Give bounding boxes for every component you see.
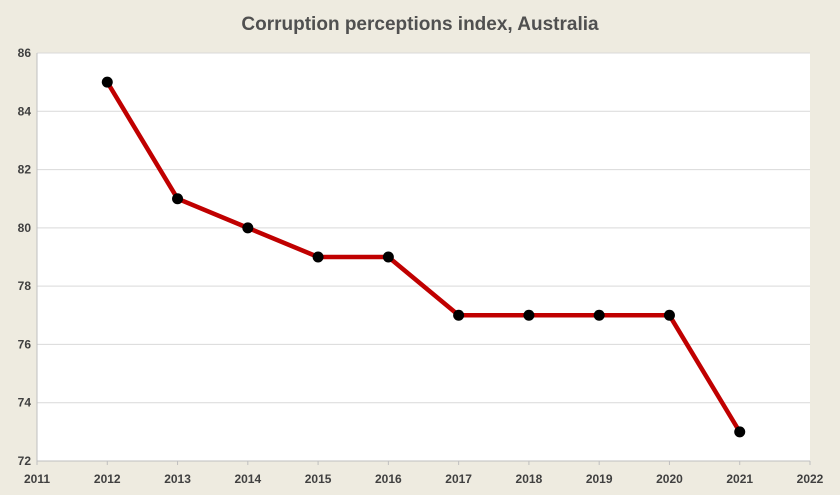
x-tick-label-2015: 2015 (305, 472, 332, 486)
axes (36, 53, 811, 465)
data-point-2016 (382, 251, 394, 263)
y-tick-label-82: 82 (18, 163, 32, 177)
y-tick-label-74: 74 (18, 396, 32, 410)
x-tick-label-2021: 2021 (726, 472, 753, 486)
series-layer (101, 76, 746, 438)
data-point-2015 (312, 251, 324, 263)
data-point-2014 (242, 222, 254, 234)
y-tick-label-76: 76 (18, 337, 32, 351)
y-tick-label-80: 80 (18, 221, 32, 235)
x-tick-label-2018: 2018 (516, 472, 543, 486)
chart-title: Corruption perceptions index, Australia (241, 14, 599, 35)
y-tick-label-78: 78 (18, 279, 32, 293)
x-tick-label-2011: 2011 (24, 472, 50, 486)
plot-area (37, 53, 810, 461)
data-point-2017 (453, 309, 465, 321)
x-tick-label-2016: 2016 (375, 472, 402, 486)
x-tick-label-2017: 2017 (445, 472, 472, 486)
series-line-0 (105, 79, 742, 435)
x-tick-label-2012: 2012 (94, 472, 121, 486)
x-axis-tick-labels: 2011 2012 2013 2014 2015 2016 2017 2018 2019 2020… (24, 472, 824, 486)
x-tick-label-2014: 2014 (234, 472, 261, 486)
data-point-2021 (734, 426, 746, 438)
data-point-2013 (172, 193, 184, 205)
y-tick-label-72: 72 (18, 454, 32, 468)
data-point-2018 (523, 309, 535, 321)
data-point-2012 (101, 76, 113, 88)
y-tick-label-86: 86 (18, 46, 32, 60)
x-tick-label-2020: 2020 (656, 472, 683, 486)
x-tick-label-2013: 2013 (164, 472, 191, 486)
x-tick-label-2019: 2019 (586, 472, 613, 486)
x-tick-label-2022: 2022 (797, 472, 824, 486)
data-point-2019 (593, 309, 605, 321)
y-tick-label-84: 84 (18, 104, 32, 118)
data-point-2020 (663, 309, 675, 321)
y-axis-tick-labels: 72 74 76 78 80 82 84 86 (18, 46, 32, 468)
